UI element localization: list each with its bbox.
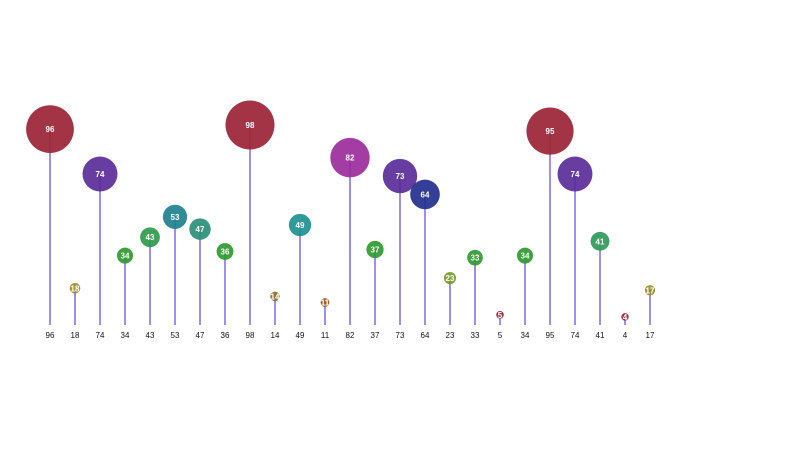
x-tick-label: 34 [521,331,530,340]
x-tick-label: 64 [421,331,430,340]
lollipop-bubble [496,311,504,319]
lollipop-bubble [526,107,574,155]
x-tick-label: 98 [246,331,255,340]
bubble-value-label: 98 [246,121,255,130]
bubble-value-label: 74 [571,170,580,179]
x-tick-label: 49 [296,331,305,340]
lollipop-bubble [410,179,440,210]
x-tick-label: 11 [321,331,330,340]
bubble-value-label: 4 [623,313,628,322]
x-tick-label: 37 [371,331,380,340]
lollipop-bubble [26,105,74,153]
lollipop-bubble [516,247,534,264]
x-tick-label: 74 [571,331,580,340]
lollipop-bubble [382,158,418,194]
bubble-value-label: 34 [121,252,130,261]
bubble-value-label: 11 [321,299,330,308]
lollipop-bubble [140,227,160,248]
bubble-value-label: 33 [471,254,480,263]
bubble-value-label: 47 [196,225,205,234]
lollipop-bubble [288,213,312,237]
x-tick-label: 95 [546,331,555,340]
lollipop-bubble [467,249,483,266]
x-tick-label: 36 [221,331,230,340]
x-tick-label: 74 [96,331,105,340]
lollipop-bubble [366,240,384,259]
x-tick-label: 5 [498,331,503,340]
lollipop-bubble [330,137,370,178]
x-tick-label: 41 [596,331,605,340]
lollipop-bubble [189,218,211,240]
lollipop-bubble [162,204,188,229]
x-tick-label: 18 [71,331,80,340]
bubble-value-label: 37 [371,245,380,254]
x-tick-label: 34 [121,331,130,340]
lollipop-bubble [82,156,118,192]
x-tick-label: 82 [346,331,355,340]
lollipop-bubble [621,313,629,321]
lollipop-bubble [443,271,457,285]
bubble-value-label: 53 [171,213,180,222]
bubble-value-label: 96 [46,125,55,134]
x-tick-label: 47 [196,331,205,340]
bubble-value-label: 17 [646,286,655,295]
bubble-value-label: 73 [396,172,405,181]
lollipop-bubble [225,100,275,150]
bubble-value-label: 14 [271,292,280,301]
x-tick-label: 53 [171,331,180,340]
lollipop-bubble [320,298,330,307]
bubble-value-label: 23 [446,274,455,283]
lollipop-bubble [216,243,234,260]
lollipop-bubble [270,291,280,302]
bubble-value-label: 82 [346,154,355,163]
bubble-value-label: 34 [521,252,530,261]
bubble-value-label: 36 [221,248,230,257]
x-tick-label: 43 [146,331,155,340]
lollipop-bubble [557,156,593,192]
lollipop-bubble [644,285,656,296]
lollipop-bubble [590,231,610,251]
x-tick-label: 73 [396,331,405,340]
x-tick-label: 17 [646,331,655,340]
lollipop-bubble [116,247,134,264]
x-tick-label: 23 [446,331,455,340]
x-tick-label: 96 [46,331,55,340]
x-tick-label: 14 [271,331,280,340]
bubble-value-label: 43 [146,233,155,242]
bubble-value-label: 64 [421,190,430,199]
bubble-value-label: 18 [71,284,80,293]
bubble-value-label: 49 [296,221,305,230]
lollipop-bubble [69,282,81,294]
x-tick-label: 33 [471,331,480,340]
x-tick-label: 4 [623,331,628,340]
bubble-value-label: 5 [498,311,503,320]
bubble-value-label: 95 [546,127,555,136]
bubble-value-label: 41 [596,237,605,246]
bubble-value-label: 74 [96,170,105,179]
